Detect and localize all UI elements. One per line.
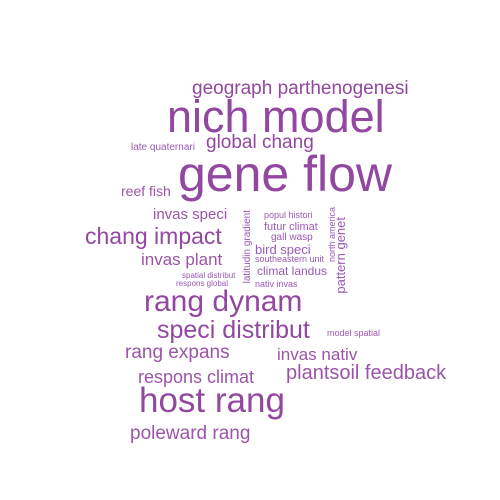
word-bird-speci: bird speci	[255, 242, 311, 257]
word-nich-model: nich model	[167, 91, 385, 142]
word-plantsoil-feedback: plantsoil feedback	[286, 362, 447, 384]
word-rang-dynam: rang dynam	[144, 285, 303, 318]
word-gall-wasp: gall wasp	[271, 232, 313, 243]
word-geograph-parthenogenesi: geograph parthenogenesi	[192, 78, 409, 99]
word-late-quaternari: late quaternari	[131, 142, 195, 153]
word-nativ-invas: nativ invas	[255, 279, 298, 289]
word-climat-landus: climat landus	[257, 264, 328, 278]
word-global-chang: global chang	[206, 132, 314, 153]
word-host-rang: host rang	[139, 381, 285, 420]
word-invas-nativ: invas nativ	[277, 345, 358, 364]
word-gene-flow: gene flow	[178, 146, 393, 202]
word-popul-histori: popul histori	[264, 210, 313, 220]
word-respons-global: respons global	[176, 279, 229, 288]
word-model-spatial: model spatial	[327, 328, 381, 338]
word-respons-climat: respons climat	[138, 367, 255, 387]
word-southeastern-unit: southeastern unit	[255, 254, 325, 264]
word-rang-expans: rang expans	[125, 342, 230, 363]
word-futur-climat: futur climat	[264, 221, 318, 233]
word-poleward-rang: poleward rang	[130, 423, 251, 444]
word-invas-speci: invas speci	[153, 206, 228, 223]
word-speci-distribut: speci distribut	[157, 316, 310, 344]
word-reef-fish: reef fish	[121, 183, 171, 199]
word-chang-impact: chang impact	[85, 223, 222, 249]
word-invas-plant: invas plant	[141, 250, 223, 269]
word-latitudin-gradient: latitudin gradient	[242, 210, 253, 284]
word-pattern-genet: pattern genet	[333, 217, 348, 294]
word-spatial-distribut: spatial distribut	[182, 271, 236, 280]
